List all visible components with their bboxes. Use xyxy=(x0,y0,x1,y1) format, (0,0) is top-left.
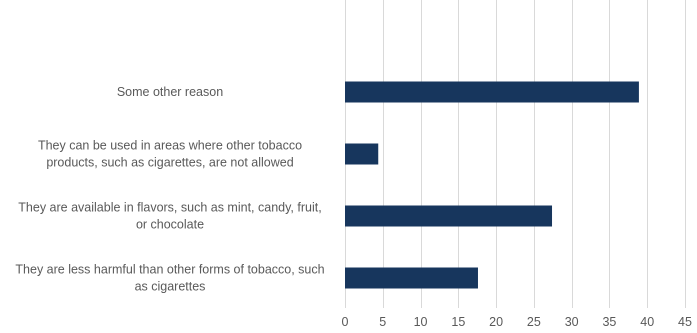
bar xyxy=(345,267,478,289)
bars xyxy=(345,81,639,289)
x-tick-label: 30 xyxy=(565,315,579,329)
category-label: They can be used in areas where other to… xyxy=(38,139,302,170)
x-tick-label: 35 xyxy=(602,315,616,329)
bar xyxy=(345,81,639,103)
x-tick-label: 25 xyxy=(527,315,541,329)
category-label: Some other reason xyxy=(117,85,223,99)
bar xyxy=(345,205,553,227)
category-label: They are available in flavors, such as m… xyxy=(18,201,321,232)
x-tick-label: 10 xyxy=(414,315,428,329)
x-tick-label: 5 xyxy=(379,315,386,329)
category-label: They are less harmful than other forms o… xyxy=(15,263,324,294)
x-tick-label: 15 xyxy=(451,315,465,329)
x-tick-label: 20 xyxy=(489,315,503,329)
gridlines xyxy=(345,0,686,308)
bar xyxy=(345,143,379,165)
x-tick-label: 0 xyxy=(342,315,349,329)
category-labels: Some other reason They can be used in are… xyxy=(15,85,324,294)
x-tick-label: 45 xyxy=(678,315,692,329)
x-axis-tick-labels: 0 5 10 15 20 25 30 35 40 45 xyxy=(342,315,692,329)
x-tick-label: 40 xyxy=(640,315,654,329)
